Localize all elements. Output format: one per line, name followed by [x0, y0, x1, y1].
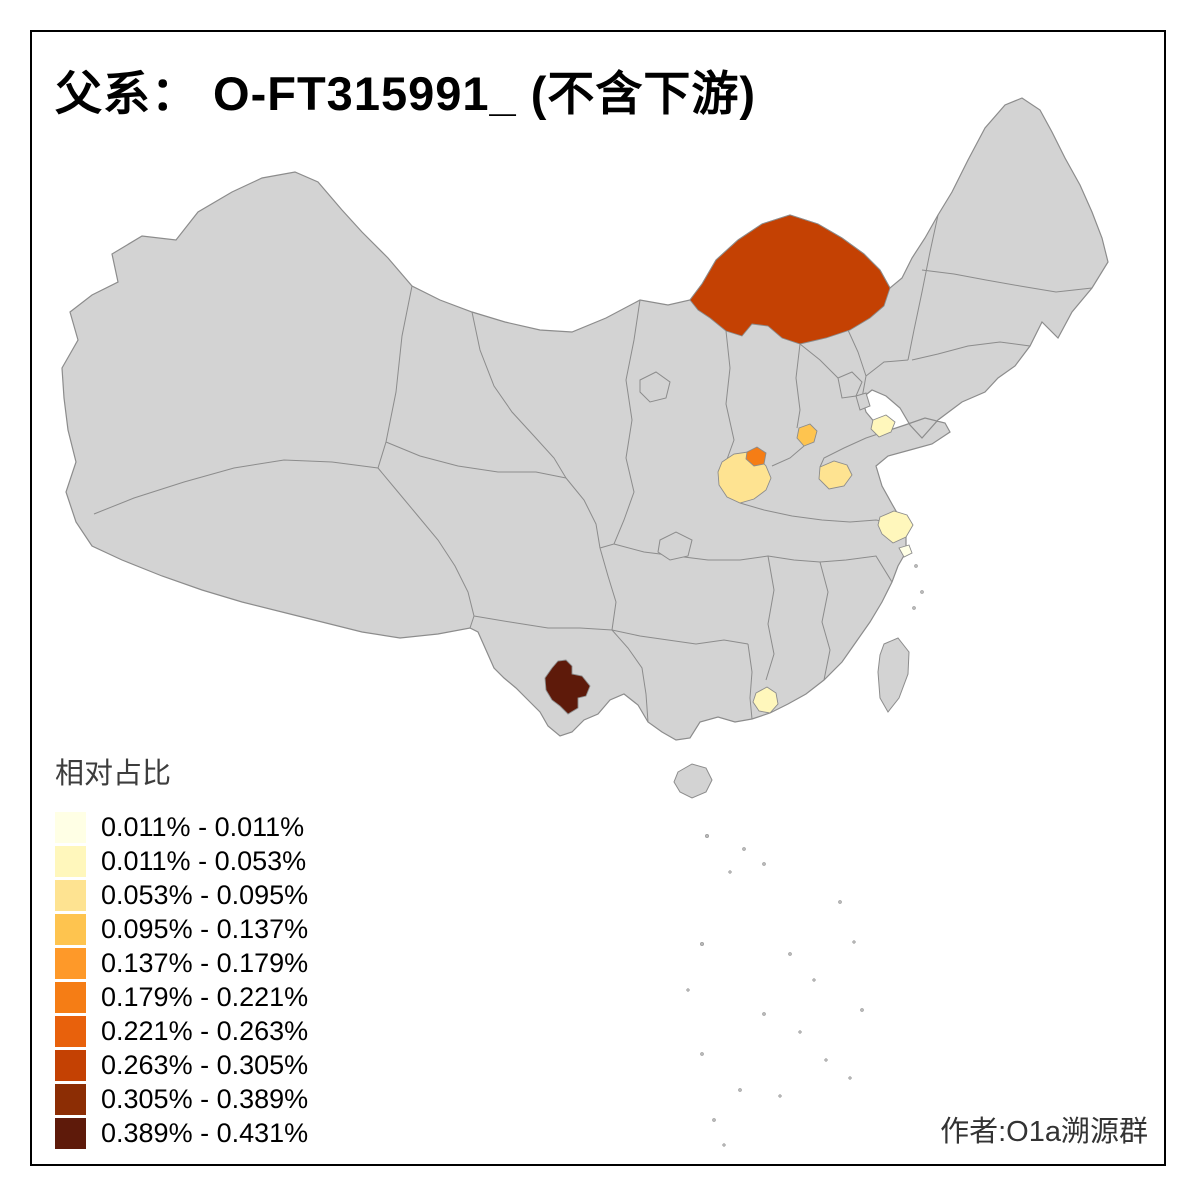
- legend: 相对占比 0.011% - 0.011% 0.011% - 0.053% 0.053…: [55, 750, 308, 1150]
- legend-item: 0.221% - 0.263%: [55, 1014, 308, 1048]
- legend-swatch: [55, 811, 86, 843]
- legend-item: 0.053% - 0.095%: [55, 878, 308, 912]
- legend-label: 0.389% - 0.431%: [101, 1117, 309, 1148]
- legend-item: 0.305% - 0.389%: [55, 1082, 308, 1116]
- sea-islets: [686, 564, 924, 1147]
- mainland-outline: [61, 97, 1109, 741]
- region-shandong-east: [870, 414, 896, 438]
- page-title: 父系： O-FT315991_ (不含下游): [55, 67, 757, 120]
- legend-label: 0.011% - 0.053%: [101, 845, 307, 876]
- taiwan-island: [877, 637, 910, 713]
- region-yunnan: [544, 659, 591, 715]
- author-credit: 作者:O1a溯源群: [940, 1116, 1148, 1148]
- legend-swatch: [55, 1083, 86, 1115]
- legend-label: 0.221% - 0.263%: [101, 1015, 309, 1046]
- legend-label: 0.011% - 0.011%: [101, 811, 305, 842]
- legend-swatch: [55, 879, 86, 911]
- region-henan-north: [745, 446, 767, 467]
- legend-item: 0.011% - 0.011%: [55, 810, 308, 844]
- province-borders: [93, 214, 1093, 723]
- legend-swatch: [55, 947, 86, 979]
- region-jiangsu: [877, 510, 914, 544]
- legend-swatch: [55, 1049, 86, 1081]
- legend-swatch: [55, 1117, 86, 1149]
- legend-swatch: [55, 1015, 86, 1047]
- region-inner-mongolia: [689, 214, 891, 345]
- region-shanxi-south: [796, 423, 818, 447]
- hainan-island: [673, 763, 713, 799]
- legend-item: 0.389% - 0.431%: [55, 1116, 308, 1150]
- legend-item: 0.137% - 0.179%: [55, 946, 308, 980]
- legend-label: 0.179% - 0.221%: [101, 981, 309, 1012]
- choropleth-regions: [544, 214, 914, 715]
- legend-label: 0.137% - 0.179%: [101, 947, 309, 978]
- legend-item: 0.095% - 0.137%: [55, 912, 308, 946]
- region-shandong-south: [818, 460, 853, 490]
- legend-label: 0.263% - 0.305%: [101, 1049, 309, 1080]
- legend-label: 0.095% - 0.137%: [101, 913, 309, 944]
- legend-swatch: [55, 981, 86, 1013]
- legend-swatch: [55, 913, 86, 945]
- legend-item: 0.263% - 0.305%: [55, 1048, 308, 1082]
- legend-item: 0.179% - 0.221%: [55, 980, 308, 1014]
- legend-item: 0.011% - 0.053%: [55, 844, 308, 878]
- legend-label: 0.305% - 0.389%: [101, 1083, 309, 1114]
- legend-label: 0.053% - 0.095%: [101, 879, 309, 910]
- legend-items: 0.011% - 0.011% 0.011% - 0.053% 0.053% - 0…: [55, 810, 308, 1150]
- region-shanghai: [898, 544, 913, 558]
- islands: [673, 637, 910, 799]
- legend-swatch: [55, 845, 86, 877]
- region-guangdong: [752, 686, 779, 714]
- legend-title: 相对占比: [55, 758, 172, 790]
